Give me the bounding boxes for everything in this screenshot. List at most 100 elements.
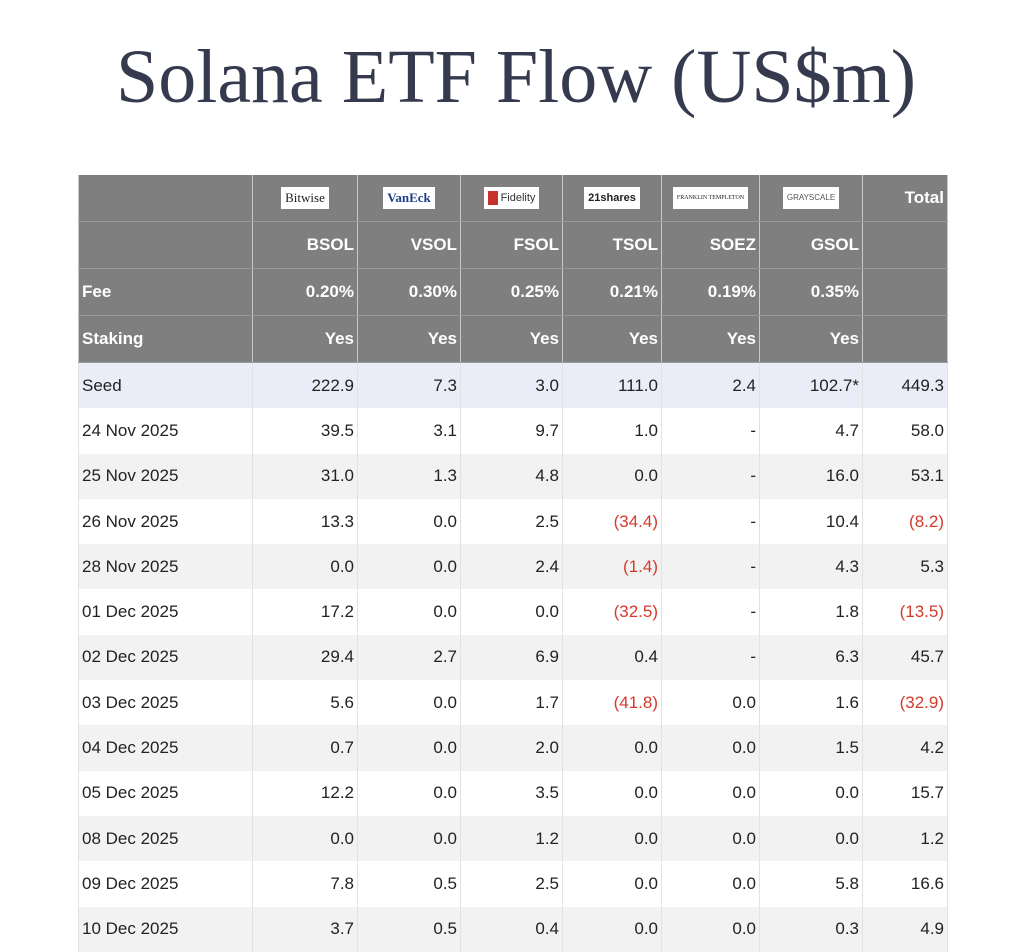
table-row: Seed 222.9 7.3 3.0 111.0 2.4 102.7* 449.3 — [78, 362, 948, 409]
flow-value: 7.3 — [357, 362, 461, 409]
table-row: 26 Nov 2025 13.3 0.0 2.5 (34.4) -10.4 (8.2) — [78, 498, 948, 545]
table-row: Fee 0.20% 0.30% 0.25% 0.21% 0.19% 0.35% — [78, 268, 948, 316]
flow-value: 2.4 — [460, 544, 563, 590]
flow-value: 15.7 — [862, 770, 948, 816]
flow-value: 0.0 — [357, 725, 461, 771]
flow-value: 0.4 — [460, 906, 563, 952]
flow-value: 3.5 — [460, 770, 563, 816]
flow-value: - — [661, 498, 760, 545]
flow-value: 449.3 — [862, 362, 948, 409]
flow-value: 31.0 — [252, 453, 358, 499]
table-body: Bitwise VanEck Fidelity 21shares FRANKLIN TE… — [78, 175, 948, 952]
flow-value: - — [661, 453, 760, 499]
blank-cell — [862, 221, 948, 269]
flow-value: 0.0 — [357, 498, 461, 545]
blank-cell — [862, 268, 948, 316]
fee-value: 0.20% — [252, 268, 358, 316]
flow-value: 1.2 — [862, 815, 948, 862]
flow-value: 1.3 — [357, 453, 461, 499]
flow-value: 53.1 — [862, 453, 948, 499]
flow-table: Bitwise VanEck Fidelity 21shares FRANKLIN TE… — [78, 175, 948, 952]
issuer-logo: 21shares — [584, 187, 640, 209]
flow-value: 0.0 — [562, 453, 662, 499]
ticker: GSOL — [759, 221, 863, 269]
flow-value: 1.5 — [759, 725, 863, 771]
flow-value: 1.0 — [562, 408, 662, 454]
row-label: 02 Dec 2025 — [78, 634, 253, 681]
row-label: 03 Dec 2025 — [78, 680, 253, 726]
corner-cell — [78, 175, 253, 222]
table-row: 08 Dec 2025 0.0 0.0 1.2 0.0 0.0 0.0 1.2 — [78, 815, 948, 862]
flow-value: 4.7 — [759, 408, 863, 454]
flow-value: 13.3 — [252, 498, 358, 545]
flow-value: 9.7 — [460, 408, 563, 454]
flow-value: 222.9 — [252, 362, 358, 409]
flow-value: 4.8 — [460, 453, 563, 499]
row-label: 10 Dec 2025 — [78, 906, 253, 952]
table-row: 03 Dec 2025 5.6 0.0 1.7 (41.8) 0.0 1.6 (32.9) — [78, 680, 948, 726]
logo-cell: FRANKLIN TEMPLETON — [661, 175, 760, 222]
ticker: SOEZ — [661, 221, 760, 269]
row-label: 28 Nov 2025 — [78, 544, 253, 590]
flow-value: 0.3 — [759, 906, 863, 952]
flow-value: 2.4 — [661, 362, 760, 409]
flow-value: 1.2 — [460, 815, 563, 862]
flow-value: 16.0 — [759, 453, 863, 499]
flow-value: (8.2) — [862, 498, 948, 545]
flow-value: 12.2 — [252, 770, 358, 816]
flow-value: 0.0 — [460, 589, 563, 635]
flow-value: 5.6 — [252, 680, 358, 726]
fee-value: 0.19% — [661, 268, 760, 316]
flow-value: 1.7 — [460, 680, 563, 726]
table-row: 04 Dec 2025 0.7 0.0 2.0 0.0 0.0 1.5 4.2 — [78, 725, 948, 771]
staking-value: Yes — [460, 315, 563, 363]
flow-value: 0.0 — [661, 906, 760, 952]
flow-value: 6.9 — [460, 634, 563, 681]
issuer-logo: Fidelity — [483, 187, 540, 209]
flow-value: 1.6 — [759, 680, 863, 726]
flow-value: 0.0 — [562, 861, 662, 907]
flow-value: 2.5 — [460, 498, 563, 545]
fee-value: 0.35% — [759, 268, 863, 316]
row-label: 26 Nov 2025 — [78, 498, 253, 545]
staking-label: Staking — [78, 315, 253, 363]
table-row: 25 Nov 2025 31.0 1.3 4.8 0.0-16.0 53.1 — [78, 453, 948, 499]
flow-value: 0.0 — [661, 815, 760, 862]
flow-value: 0.0 — [357, 680, 461, 726]
row-label: 05 Dec 2025 — [78, 770, 253, 816]
ticker: FSOL — [460, 221, 563, 269]
logo-cell: 21shares — [562, 175, 662, 222]
flow-value: 3.1 — [357, 408, 461, 454]
table-row: 05 Dec 2025 12.2 0.0 3.5 0.0 0.0 0.0 15.7 — [78, 770, 948, 816]
flow-value: 16.6 — [862, 861, 948, 907]
flow-value: - — [661, 634, 760, 681]
row-label: 04 Dec 2025 — [78, 725, 253, 771]
staking-value: Yes — [661, 315, 760, 363]
flow-value: (34.4) — [562, 498, 662, 545]
flow-value: 58.0 — [862, 408, 948, 454]
row-label: Seed — [78, 362, 253, 409]
flow-value: 0.5 — [357, 861, 461, 907]
flow-value: 0.0 — [661, 861, 760, 907]
staking-value: Yes — [357, 315, 461, 363]
flow-value: 0.0 — [661, 770, 760, 816]
flow-value: 7.8 — [252, 861, 358, 907]
row-label: 25 Nov 2025 — [78, 453, 253, 499]
flow-value: 0.4 — [562, 634, 662, 681]
flow-value: 5.8 — [759, 861, 863, 907]
fee-value: 0.21% — [562, 268, 662, 316]
page-title: Solana ETF Flow (US$m) — [115, 35, 917, 119]
flow-value: 2.0 — [460, 725, 563, 771]
row-label: 09 Dec 2025 — [78, 861, 253, 907]
ticker: TSOL — [562, 221, 662, 269]
table-row: 09 Dec 2025 7.8 0.5 2.5 0.0 0.0 5.8 16.6 — [78, 861, 948, 907]
flow-value: 111.0 — [562, 362, 662, 409]
flow-value: 0.0 — [357, 815, 461, 862]
row-label: 08 Dec 2025 — [78, 815, 253, 862]
flow-value: 2.5 — [460, 861, 563, 907]
flow-value: (32.9) — [862, 680, 948, 726]
flow-value: 0.0 — [252, 815, 358, 862]
flow-value: 0.0 — [252, 544, 358, 590]
flow-value: 0.0 — [759, 770, 863, 816]
